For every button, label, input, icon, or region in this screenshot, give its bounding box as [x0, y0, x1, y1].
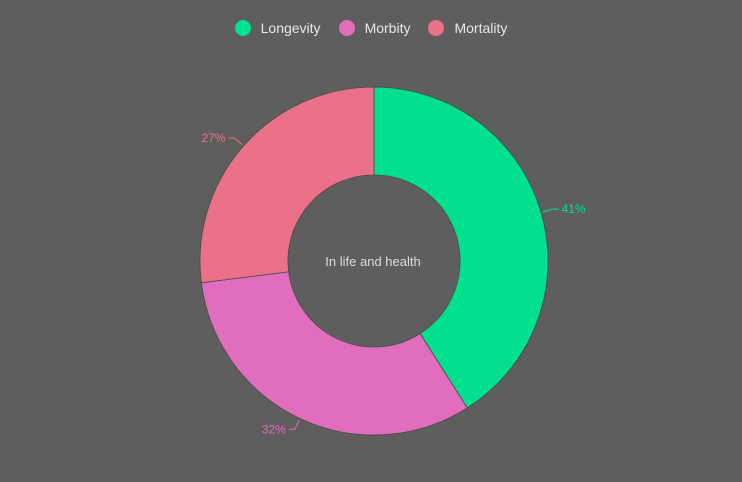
- data-labels: 41% 32% 27%: [201, 131, 586, 436]
- legend-label-longevity: Longevity: [260, 20, 321, 36]
- legend-item-mortality[interactable]: Mortality: [428, 20, 507, 36]
- slice-longevity[interactable]: [373, 86, 549, 409]
- legend-label-morbity: Morbity: [364, 20, 411, 36]
- legend-swatch-mortality: [428, 20, 445, 36]
- legend-item-morbity[interactable]: Morbity: [338, 20, 411, 36]
- slice-mortality[interactable]: [199, 86, 375, 284]
- leader-lines: [228, 137, 559, 430]
- leader-line-morbity: [288, 420, 300, 430]
- leader-line-mortality: [228, 137, 243, 145]
- legend-swatch-longevity: [234, 20, 251, 36]
- donut-slices: [199, 86, 549, 436]
- legend-label-mortality: Mortality: [454, 20, 508, 36]
- data-label-longevity: 41%: [562, 202, 586, 216]
- legend-item-longevity[interactable]: Longevity: [234, 20, 321, 36]
- legend-swatch-morbity: [338, 20, 355, 36]
- slice-morbity[interactable]: [200, 271, 468, 436]
- data-label-morbity: 32%: [262, 422, 286, 436]
- data-label-mortality: 27%: [201, 131, 225, 145]
- center-label: In life and health: [325, 254, 420, 269]
- legend: Longevity Morbity Mortality: [0, 20, 742, 36]
- leader-line-longevity: [542, 208, 559, 213]
